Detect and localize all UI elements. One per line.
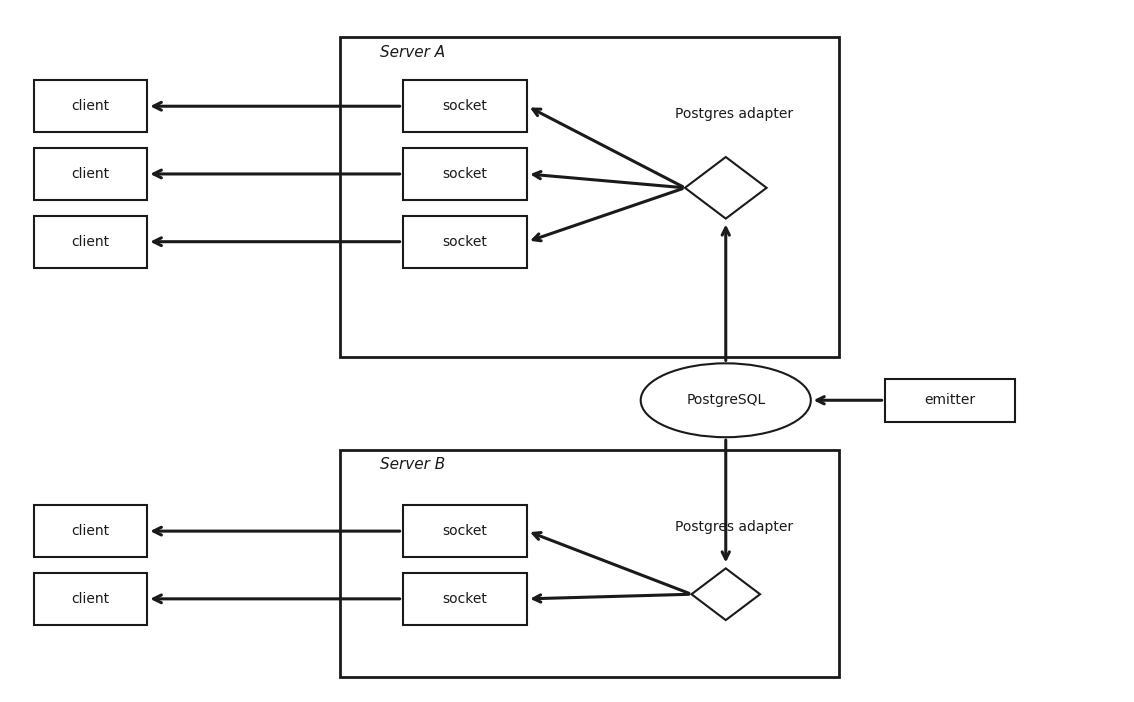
FancyBboxPatch shape xyxy=(403,505,527,557)
Text: socket: socket xyxy=(442,524,488,538)
FancyBboxPatch shape xyxy=(340,449,839,677)
FancyBboxPatch shape xyxy=(403,573,527,625)
Text: Server A: Server A xyxy=(380,45,445,60)
FancyBboxPatch shape xyxy=(34,573,147,625)
FancyBboxPatch shape xyxy=(34,80,147,133)
Text: client: client xyxy=(71,99,110,113)
FancyBboxPatch shape xyxy=(34,148,147,200)
Text: client: client xyxy=(71,167,110,181)
Text: emitter: emitter xyxy=(924,393,975,407)
FancyBboxPatch shape xyxy=(885,378,1015,422)
FancyBboxPatch shape xyxy=(34,216,147,268)
FancyBboxPatch shape xyxy=(403,216,527,268)
Text: socket: socket xyxy=(442,592,488,606)
FancyBboxPatch shape xyxy=(34,505,147,557)
Text: socket: socket xyxy=(442,234,488,249)
Text: PostgreSQL: PostgreSQL xyxy=(686,393,765,407)
Text: client: client xyxy=(71,234,110,249)
Text: client: client xyxy=(71,592,110,606)
FancyBboxPatch shape xyxy=(403,80,527,133)
Text: Postgres adapter: Postgres adapter xyxy=(675,519,793,534)
Text: socket: socket xyxy=(442,167,488,181)
FancyBboxPatch shape xyxy=(403,148,527,200)
Text: Server B: Server B xyxy=(380,458,446,472)
Text: socket: socket xyxy=(442,99,488,113)
FancyBboxPatch shape xyxy=(340,37,839,357)
Text: Postgres adapter: Postgres adapter xyxy=(675,107,793,121)
Text: client: client xyxy=(71,524,110,538)
